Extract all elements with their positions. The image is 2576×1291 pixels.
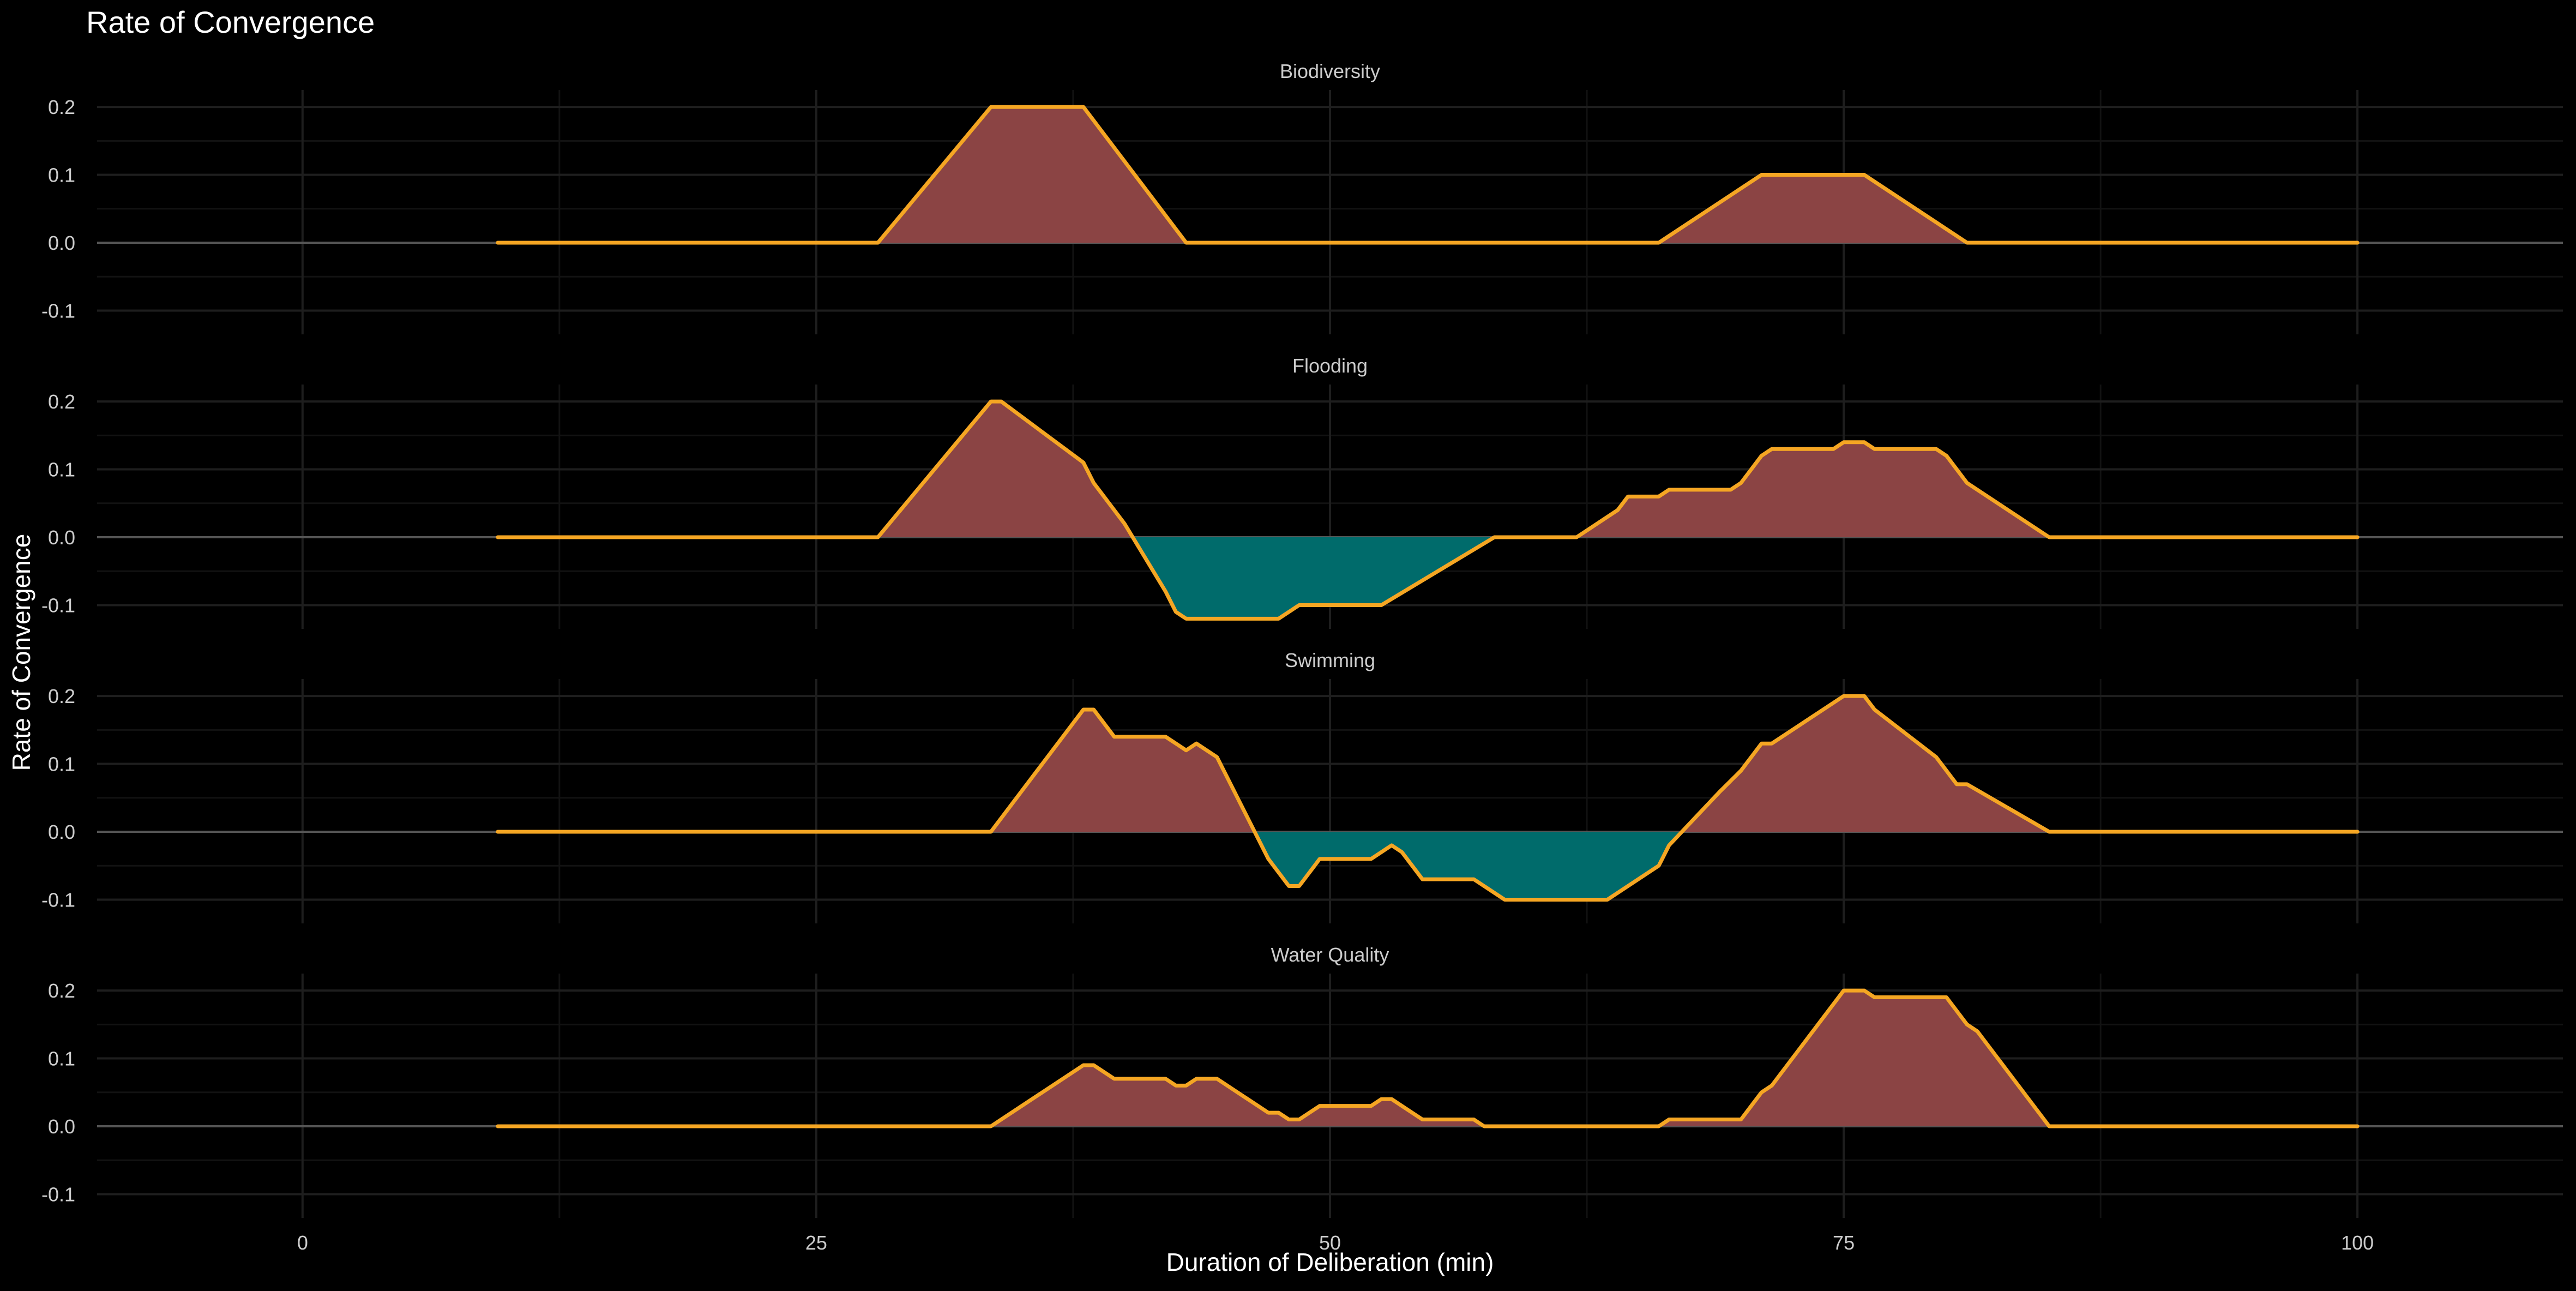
area-positive-flooding (1576, 442, 2049, 537)
y-tick-label: 0.1 (48, 753, 75, 776)
panel-label-biodiversity: Biodiversity (1280, 60, 1380, 82)
y-tick-label: 0.2 (48, 96, 75, 118)
series-line-biodiversity (496, 105, 2360, 245)
y-tick-label: 0.2 (48, 391, 75, 413)
x-tick-label: 0 (297, 1232, 308, 1254)
chart-title: Rate of Convergence (86, 5, 375, 39)
series-line-swimming (496, 694, 2360, 902)
area-positive-swimming (1682, 696, 2049, 832)
y-tick-label: -0.1 (41, 888, 75, 911)
area-positive-flooding (877, 401, 1133, 537)
x-tick-label: 50 (1319, 1232, 1341, 1254)
x-tick-label: 100 (2341, 1232, 2374, 1254)
area-positive-biodiversity (1658, 175, 1967, 243)
panel-label-swimming: Swimming (1285, 649, 1375, 671)
x-tick-label: 25 (805, 1232, 827, 1254)
y-tick-label: -0.1 (41, 1183, 75, 1205)
panel-label-flooding: Flooding (1292, 355, 1368, 377)
y-tick-label: -0.1 (41, 594, 75, 616)
y-tick-label: 0.0 (48, 1115, 75, 1138)
y-tick-label: 0.0 (48, 821, 75, 843)
area-negative-swimming (1254, 832, 1682, 900)
y-tick-label: 0.2 (48, 685, 75, 707)
x-tick-label: 75 (1833, 1232, 1855, 1254)
y-tick-label: 0.0 (48, 526, 75, 549)
area-positive-water-quality (1658, 990, 2049, 1126)
y-tick-label: 0.2 (48, 980, 75, 1002)
area-positive-swimming (991, 710, 1255, 832)
panel-label-water-quality: Water Quality (1271, 944, 1389, 966)
y-tick-label: 0.0 (48, 232, 75, 254)
y-tick-label: -0.1 (41, 299, 75, 322)
x-axis-label: Duration of Deliberation (min) (1166, 1248, 1494, 1276)
y-tick-label: 0.1 (48, 1048, 75, 1070)
y-axis-label: Rate of Convergence (7, 534, 35, 771)
series-line-flooding (496, 399, 2360, 621)
y-tick-label: 0.1 (48, 164, 75, 187)
series-line-water-quality (496, 988, 2360, 1128)
y-tick-label: 0.1 (48, 459, 75, 481)
area-negative-flooding (1133, 537, 1495, 619)
